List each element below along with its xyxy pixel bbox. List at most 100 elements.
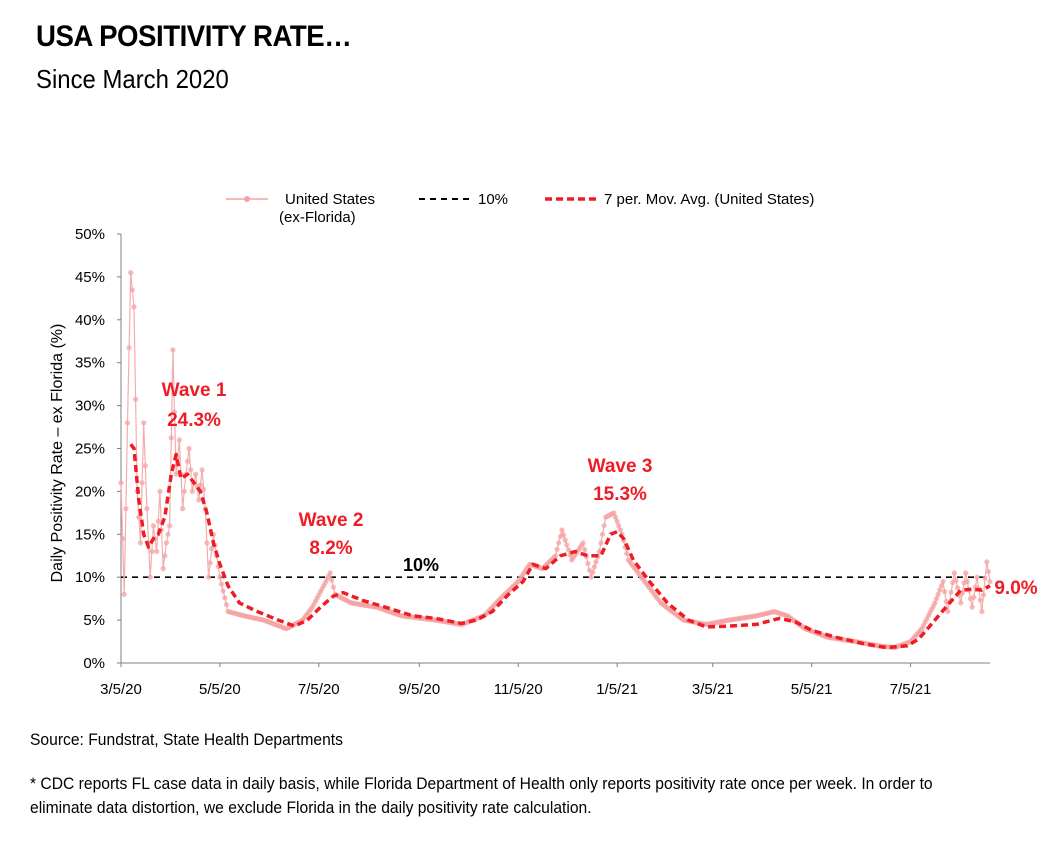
x-tick-label: 5/5/21 [791,681,833,698]
daily-point [561,532,567,538]
legend-entry-moving-avg: 7 per. Mov. Avg. (United States) [545,191,814,208]
daily-point [118,480,124,486]
x-tick-label: 7/5/20 [298,681,340,698]
daily-point [204,540,210,546]
threshold-line-layer: 10% [121,555,990,579]
daily-point [209,546,215,552]
x-tick-label: 7/5/21 [890,681,932,698]
daily-point [163,540,169,546]
threshold-label: 10% [403,555,439,575]
y-tick-label: 15% [75,526,105,543]
daily-point [193,471,199,477]
daily-point [149,548,155,555]
daily-point [942,588,948,595]
daily-point [980,592,987,598]
daily-point [144,506,150,512]
daily-point [168,435,174,441]
daily-point [165,531,171,537]
daily-point [167,523,173,529]
daily-point [137,540,144,546]
daily-point [184,458,191,464]
daily-point [987,578,993,585]
page-title: USA POSITIVITY RATE… [36,20,352,53]
annotation-label: Wave 2 [299,510,364,531]
source-note: Source: Fundstrat, State Health Departme… [30,730,343,749]
y-tick-label: 40% [75,312,105,329]
daily-point [588,574,594,580]
daily-point [207,560,213,566]
daily-point [133,396,139,402]
daily-point [155,518,161,525]
y-tick-label: 35% [75,355,105,372]
x-tick-label: 3/5/21 [692,681,734,698]
legend-entry-daily: United States (ex-Florida) [226,191,379,226]
daily-point [969,604,975,610]
daily-point [186,445,192,452]
daily-point [188,467,194,473]
daily-point [616,523,622,529]
annotation-layer: Wave 1 24.3% Wave 2 8.2% Wave 3 15.3% 9.0% [162,380,1038,599]
daily-point [171,409,178,415]
x-tick-label: 5/5/20 [199,681,241,698]
moving-average-layer [129,443,991,650]
daily-point [955,585,961,591]
legend-label-moving-avg: 7 per. Mov. Avg. (United States) [604,191,814,208]
daily-point [147,574,153,580]
daily-point [160,566,166,572]
daily-point [593,559,599,565]
daily-point [170,347,176,353]
daily-point [129,287,135,293]
daily-point [937,587,943,593]
daily-point [559,527,565,533]
daily-point [196,497,202,503]
footnote: * CDC reports FL case data in daily basi… [30,774,933,817]
daily-point [585,560,591,567]
daily-point [123,506,129,512]
daily-point [564,542,570,548]
daily-point [562,537,568,543]
x-tick-label: 9/5/20 [398,681,440,698]
daily-point [982,575,988,581]
y-axis-label: Daily Positivity Rate – ex Florida (%) [49,324,66,583]
daily-point [598,540,604,546]
daily-point [624,551,630,557]
daily-point [142,463,148,469]
daily-point [964,578,970,585]
x-tick-label: 3/5/20 [100,681,142,698]
daily-point [223,602,229,608]
daily-point [222,595,228,601]
daily-point [580,540,586,546]
page-subtitle: Since March 2020 [36,64,229,94]
daily-point [552,553,559,559]
legend-label-threshold: 10% [478,191,508,208]
y-tick-label: 20% [75,483,105,500]
daily-point [205,574,212,580]
daily-point [612,514,619,520]
annotation-value: 9.0% [994,578,1037,599]
annotation-value: 15.3% [593,484,647,505]
annotation-label: Wave 3 [588,456,653,477]
daily-point [601,523,607,529]
daily-point [120,536,126,542]
y-tick-label: 10% [75,569,105,586]
daily-point [951,570,957,576]
legend-label-daily: United States (ex-Florida) [279,191,379,226]
annotation-value: 24.3% [167,410,221,431]
daily-point [157,488,163,494]
daily-series-layer [118,270,993,651]
daily-point [327,570,333,576]
y-tick-label: 0% [83,655,105,672]
y-tick-label: 25% [75,441,105,458]
daily-point [126,345,132,351]
daily-point [131,304,137,310]
annotation-label: Wave 1 [162,380,227,401]
daily-point [940,578,946,585]
daily-point [963,570,969,576]
daily-point [141,420,147,426]
y-axis: 0% 5% 10% 15% 20% 25% 30% 35% 40% 45% 50% [75,226,122,672]
daily-point [556,540,562,546]
daily-point [565,547,572,553]
daily-point [945,608,951,615]
daily-point [933,596,940,602]
y-tick-label: 30% [75,398,105,415]
